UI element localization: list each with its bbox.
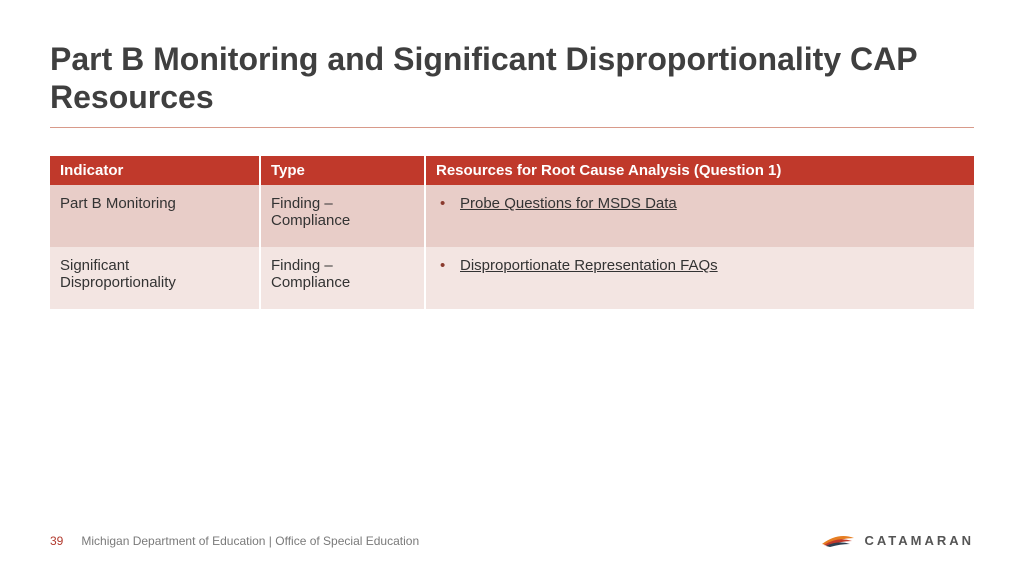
resources-table: Indicator Type Resources for Root Cause … xyxy=(50,156,974,309)
brand-logo-icon xyxy=(820,530,856,551)
list-item: Probe Questions for MSDS Data xyxy=(440,195,964,212)
list-item: Disproportionate Representation FAQs xyxy=(440,257,964,274)
cell-resources: Probe Questions for MSDS Data xyxy=(425,185,974,247)
brand-name: CATAMARAN xyxy=(864,533,974,548)
resources-list: Disproportionate Representation FAQs xyxy=(436,257,964,274)
col-header-type: Type xyxy=(260,156,425,185)
slide: Part B Monitoring and Significant Dispro… xyxy=(0,0,1024,576)
brand: CATAMARAN xyxy=(820,530,974,551)
footer-org-text: Michigan Department of Education | Offic… xyxy=(81,534,419,548)
resources-list: Probe Questions for MSDS Data xyxy=(436,195,964,212)
cell-indicator: Significant Disproportionality xyxy=(50,247,260,309)
cell-type: Finding – Compliance xyxy=(260,247,425,309)
table-row: Part B Monitoring Finding – Compliance P… xyxy=(50,185,974,247)
footer-left: 39 Michigan Department of Education | Of… xyxy=(50,534,419,548)
cell-resources: Disproportionate Representation FAQs xyxy=(425,247,974,309)
table-row: Significant Disproportionality Finding –… xyxy=(50,247,974,309)
cell-indicator: Part B Monitoring xyxy=(50,185,260,247)
title-divider xyxy=(50,127,974,128)
col-header-resources: Resources for Root Cause Analysis (Quest… xyxy=(425,156,974,185)
page-title: Part B Monitoring and Significant Dispro… xyxy=(50,40,974,117)
table-header-row: Indicator Type Resources for Root Cause … xyxy=(50,156,974,185)
col-header-indicator: Indicator xyxy=(50,156,260,185)
footer: 39 Michigan Department of Education | Of… xyxy=(50,530,974,551)
page-number: 39 xyxy=(50,534,63,548)
resource-link[interactable]: Disproportionate Representation FAQs xyxy=(460,257,718,274)
cell-type: Finding – Compliance xyxy=(260,185,425,247)
resource-link[interactable]: Probe Questions for MSDS Data xyxy=(460,195,677,212)
